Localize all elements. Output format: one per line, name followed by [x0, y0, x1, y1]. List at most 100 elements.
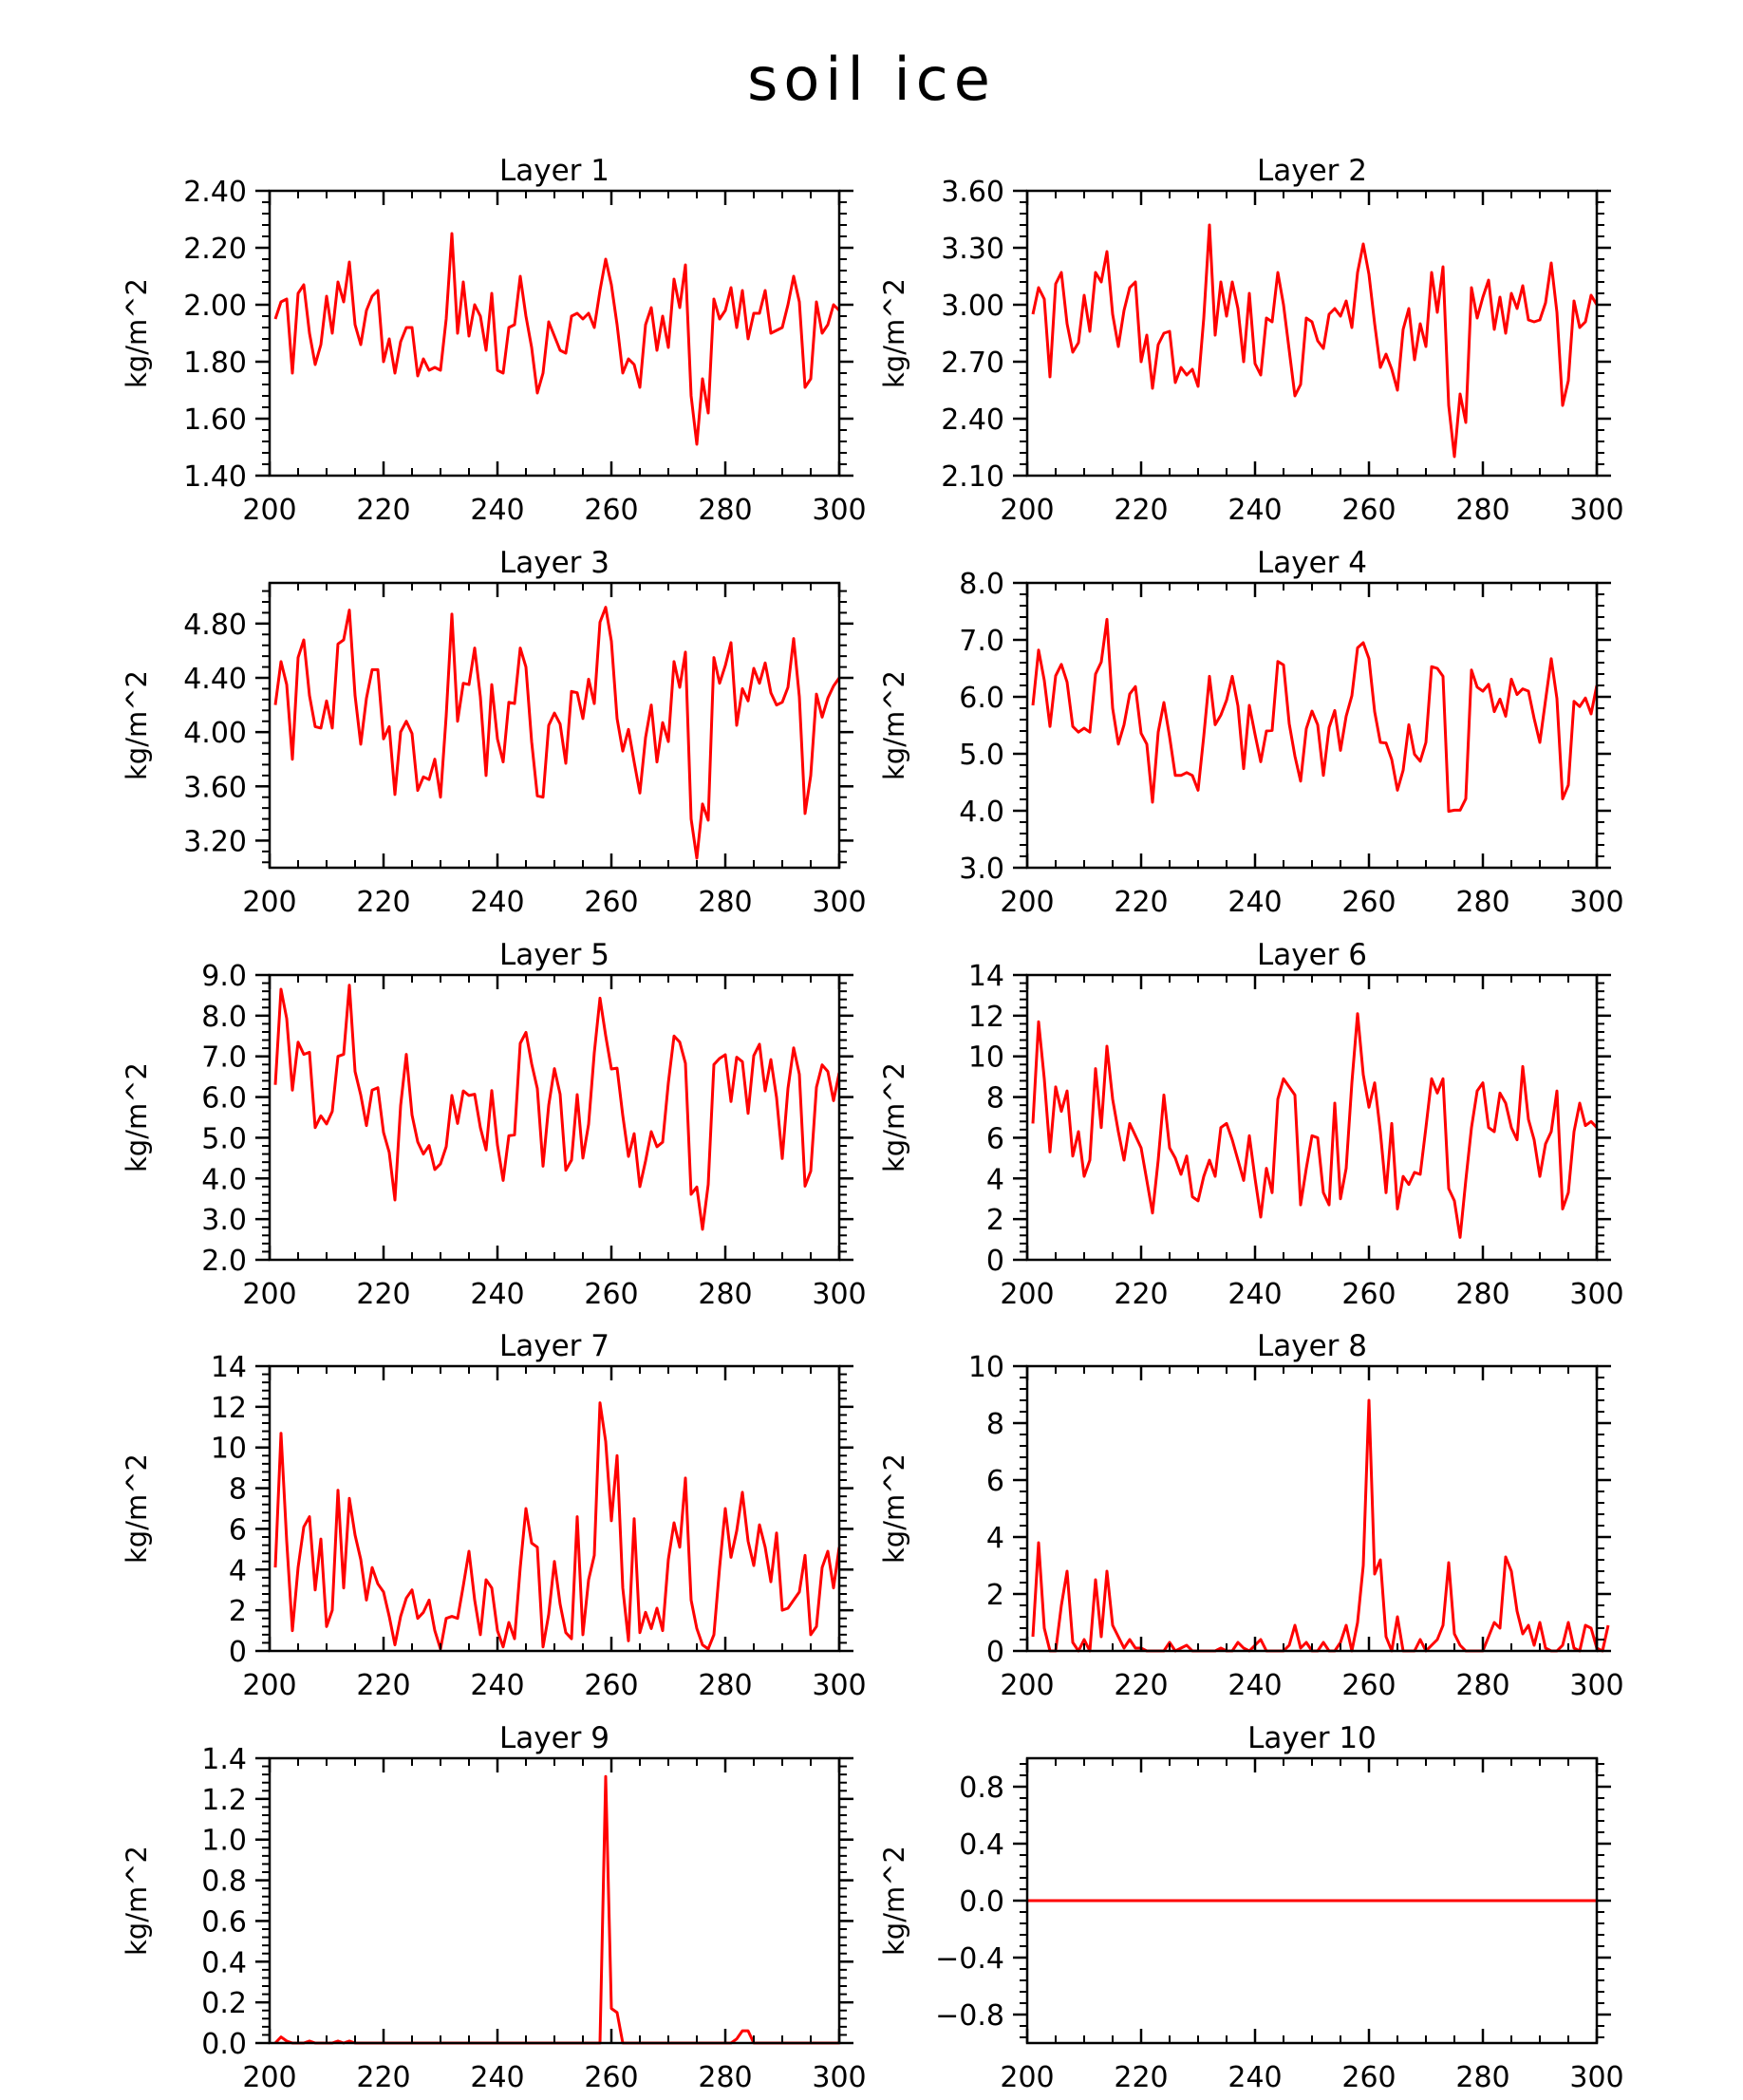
x-tick-label: 220 — [1114, 494, 1168, 527]
panel-title: Layer 4 — [1257, 546, 1367, 580]
panel-layer-6: Layer 6 kg/m^2 200 220 240 260 280 300 0 2 4 6 8 10 12… — [878, 938, 1624, 1311]
x-tick-label: 220 — [356, 886, 410, 919]
x-tick-label: 200 — [242, 494, 296, 527]
data-series-line — [275, 985, 839, 1229]
y-tick-label: 0.8 — [201, 1866, 247, 1899]
y-tick-label: 1.0 — [201, 1825, 247, 1858]
y-axis-label: kg/m^2 — [878, 278, 910, 388]
x-tick-label: 240 — [1228, 1278, 1282, 1311]
y-tick-label: 5.0 — [201, 1122, 247, 1155]
x-tick-label: 300 — [812, 1278, 866, 1311]
y-axis-label: kg/m^2 — [878, 1062, 910, 1172]
x-tick-label: 200 — [242, 2061, 296, 2094]
y-axis-label: kg/m^2 — [121, 1846, 153, 1956]
y-tick-label: 12 — [211, 1392, 247, 1425]
y-tick-label: 3.00 — [941, 290, 1004, 323]
y-tick-label: 0.6 — [201, 1905, 247, 1939]
y-tick-label: 4.0 — [959, 796, 1004, 829]
plot-frame — [1027, 191, 1597, 476]
x-tick-label: 240 — [470, 886, 524, 919]
y-tick-label: 0 — [229, 1636, 247, 1669]
x-tick-label: 220 — [1114, 1278, 1168, 1311]
y-tick-label: 7.0 — [201, 1041, 247, 1075]
x-tick-label: 240 — [1228, 2061, 1282, 2094]
data-series-line — [275, 608, 839, 858]
panel-title: Layer 6 — [1257, 938, 1367, 972]
x-tick-label: 260 — [584, 494, 638, 527]
x-tick-label: 300 — [1569, 494, 1623, 527]
x-tick-label: 300 — [1569, 886, 1623, 919]
x-tick-label: 200 — [242, 1669, 296, 1702]
y-tick-label: 0.8 — [959, 1772, 1004, 1805]
data-series-line — [1033, 225, 1597, 457]
x-tick-label: 300 — [1569, 1278, 1623, 1311]
y-axis-label: kg/m^2 — [878, 1453, 910, 1564]
y-tick-label: 2.70 — [941, 347, 1004, 380]
x-tick-label: 280 — [1455, 494, 1509, 527]
y-tick-label: 4.00 — [183, 717, 247, 750]
x-tick-label: 260 — [1341, 1278, 1396, 1311]
y-tick-label: 0.0 — [201, 2028, 247, 2061]
y-tick-label: 8 — [986, 1082, 1004, 1116]
panel-layer-9: Layer 9 kg/m^2 200 220 240 260 280 300 0.0 0.2 0.4… — [121, 1721, 867, 2094]
plot-frame — [270, 1758, 839, 2043]
x-tick-label: 300 — [812, 494, 866, 527]
x-tick-label: 260 — [1341, 2061, 1396, 2094]
y-tick-label: 2.40 — [941, 403, 1004, 437]
x-tick-label: 280 — [1455, 1669, 1509, 1702]
y-tick-label: 0.0 — [959, 1885, 1004, 1919]
x-tick-label: 300 — [1569, 2061, 1623, 2094]
x-tick-label: 280 — [1455, 886, 1509, 919]
y-tick-label: 1.40 — [183, 460, 247, 494]
y-tick-label: 4.40 — [183, 663, 247, 696]
x-tick-label: 280 — [698, 494, 752, 527]
y-tick-label: 2.40 — [183, 176, 247, 209]
panel-title: Layer 5 — [499, 938, 609, 972]
y-tick-label: 14 — [211, 1351, 247, 1384]
y-tick-label: 0 — [986, 1245, 1004, 1278]
y-tick-label: 1.2 — [201, 1784, 247, 1817]
y-tick-label: 4.80 — [183, 609, 247, 642]
data-series-line — [1033, 619, 1597, 811]
y-axis-label: kg/m^2 — [121, 278, 153, 388]
x-tick-label: 260 — [1341, 886, 1396, 919]
x-tick-label: 200 — [242, 886, 296, 919]
x-tick-label: 280 — [1455, 1278, 1509, 1311]
panel-title: Layer 7 — [499, 1329, 609, 1363]
y-tick-label: 2.20 — [183, 233, 247, 266]
x-tick-label: 280 — [698, 2061, 752, 2094]
y-tick-label: 8 — [986, 1408, 1004, 1441]
plot-frame — [270, 583, 839, 868]
y-tick-label: 10 — [211, 1433, 247, 1466]
y-tick-label: 2 — [986, 1579, 1004, 1612]
y-tick-label: 12 — [968, 1001, 1004, 1034]
y-tick-label: −0.8 — [935, 1999, 1004, 2033]
panel-layer-2: Layer 2 kg/m^2 200 220 240 260 280 300 2.10 2.40 2… — [878, 154, 1624, 527]
y-tick-label: 9.0 — [201, 960, 247, 993]
panel-layer-1: Layer 1 kg/m^2 200 220 240 260 280 300 1.40 1.60 1… — [121, 154, 867, 527]
y-tick-label: 0.4 — [201, 1946, 247, 1979]
x-tick-label: 200 — [242, 1278, 296, 1311]
panel-title: Layer 3 — [499, 546, 609, 580]
x-tick-label: 240 — [1228, 494, 1282, 527]
y-tick-label: 6.0 — [201, 1082, 247, 1116]
x-tick-label: 220 — [356, 494, 410, 527]
x-tick-label: 280 — [698, 886, 752, 919]
x-tick-label: 200 — [1000, 886, 1054, 919]
x-tick-label: 240 — [470, 494, 524, 527]
panel-title: Layer 9 — [499, 1721, 609, 1755]
y-tick-label: 3.30 — [941, 233, 1004, 266]
panel-title: Layer 1 — [499, 154, 609, 188]
x-tick-label: 240 — [1228, 886, 1282, 919]
y-tick-label: 6.0 — [959, 682, 1004, 715]
y-tick-label: 4 — [986, 1163, 1004, 1196]
plot-frame — [1027, 1366, 1597, 1651]
panel-title: Layer 10 — [1247, 1721, 1377, 1755]
y-axis-label: kg/m^2 — [121, 1062, 153, 1172]
y-tick-label: 8.0 — [959, 568, 1004, 601]
y-tick-label: 2.0 — [201, 1245, 247, 1278]
y-axis-label: kg/m^2 — [121, 670, 153, 780]
x-tick-label: 240 — [1228, 1669, 1282, 1702]
x-tick-label: 220 — [1114, 886, 1168, 919]
x-tick-label: 280 — [1455, 2061, 1509, 2094]
